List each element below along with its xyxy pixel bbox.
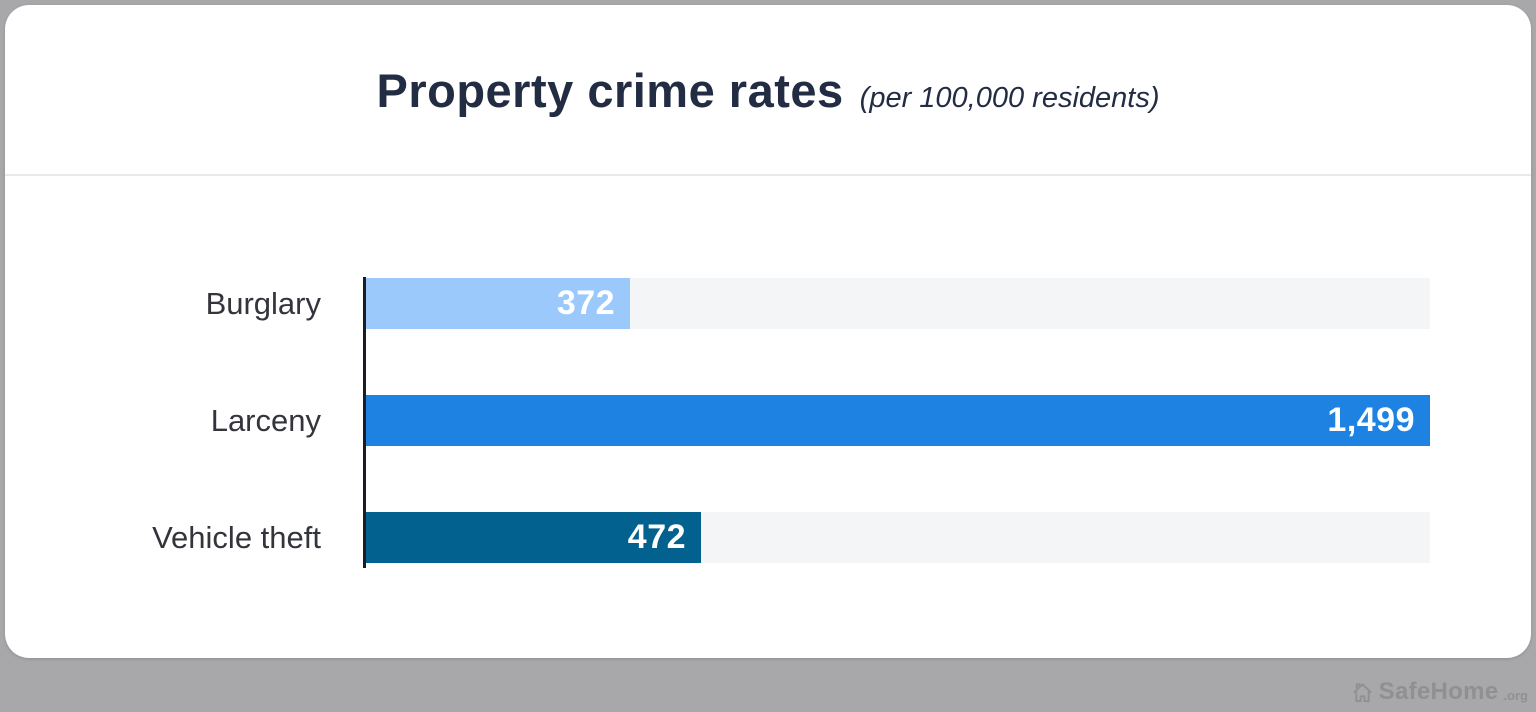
bar-track: 472 (366, 512, 1430, 563)
chart-row: Vehicle theft 472 (5, 512, 1531, 563)
home-icon (1351, 681, 1374, 704)
value-label: 472 (627, 518, 687, 556)
value-label: 1,499 (1327, 401, 1415, 439)
value-label: 372 (556, 284, 616, 322)
chart-card: Property crime rates (per 100,000 reside… (5, 5, 1531, 658)
watermark-tld: .org (1503, 688, 1528, 703)
bar: 372 (366, 278, 631, 329)
chart-row: Larceny 1,499 (5, 395, 1531, 446)
bar-chart: Burglary 372 Larceny 1,499 Vehicle theft 472 (5, 278, 1531, 563)
chart-header: Property crime rates (per 100,000 reside… (5, 63, 1531, 118)
bar-track: 372 (366, 278, 1430, 329)
watermark: SafeHome .org (1351, 678, 1528, 706)
category-label: Larceny (210, 403, 321, 438)
watermark-brand: SafeHome (1378, 678, 1499, 705)
category-label: Burglary (205, 286, 321, 321)
page-subtitle: (per 100,000 residents) (859, 82, 1160, 114)
header-divider (5, 174, 1531, 176)
chart-row: Burglary 372 (5, 278, 1531, 329)
bar: 472 (366, 512, 702, 563)
bar: 1,499 (366, 395, 1430, 446)
y-axis-line (363, 277, 366, 568)
category-label: Vehicle theft (152, 520, 321, 555)
page-title: Property crime rates (376, 64, 844, 117)
bar-track: 1,499 (366, 395, 1430, 446)
